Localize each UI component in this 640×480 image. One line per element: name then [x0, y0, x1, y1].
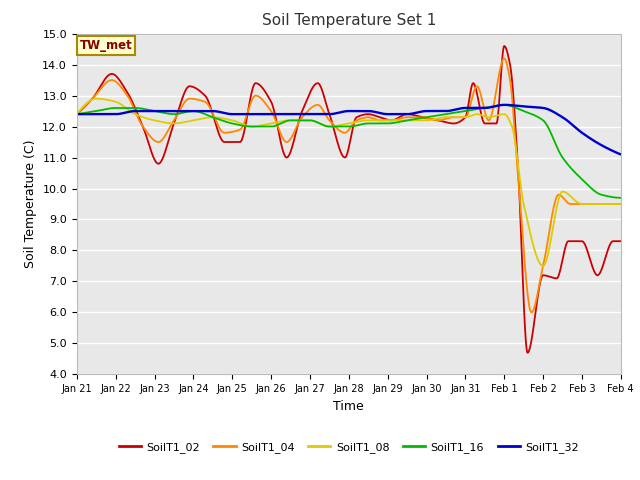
- Title: Soil Temperature Set 1: Soil Temperature Set 1: [262, 13, 436, 28]
- SoilT1_02: [617, 238, 625, 244]
- SoilT1_08: [602, 201, 609, 207]
- SoilT1_32: [323, 111, 331, 117]
- SoilT1_16: [73, 111, 81, 117]
- SoilT1_02: [524, 350, 531, 356]
- SoilT1_16: [337, 124, 345, 130]
- SoilT1_16: [602, 193, 609, 199]
- X-axis label: Time: Time: [333, 400, 364, 413]
- Line: SoilT1_04: SoilT1_04: [77, 59, 621, 312]
- SoilT1_02: [602, 254, 609, 260]
- SoilT1_16: [323, 123, 331, 129]
- SoilT1_04: [323, 114, 331, 120]
- SoilT1_04: [617, 201, 625, 207]
- SoilT1_16: [601, 193, 609, 199]
- SoilT1_16: [502, 102, 509, 108]
- SoilT1_04: [100, 81, 108, 87]
- Y-axis label: Soil Temperature (C): Soil Temperature (C): [24, 140, 36, 268]
- SoilT1_16: [100, 107, 108, 112]
- SoilT1_04: [602, 201, 609, 207]
- Text: TW_met: TW_met: [79, 39, 132, 52]
- SoilT1_08: [73, 111, 81, 117]
- SoilT1_08: [617, 201, 625, 207]
- SoilT1_08: [93, 96, 100, 102]
- SoilT1_32: [500, 102, 508, 108]
- SoilT1_04: [528, 310, 536, 315]
- SoilT1_02: [602, 255, 609, 261]
- SoilT1_08: [602, 201, 609, 207]
- SoilT1_16: [617, 195, 625, 201]
- SoilT1_08: [101, 96, 109, 102]
- SoilT1_32: [73, 111, 81, 117]
- SoilT1_02: [502, 44, 509, 50]
- SoilT1_04: [602, 201, 609, 207]
- SoilT1_08: [502, 112, 509, 118]
- SoilT1_32: [502, 102, 509, 108]
- Line: SoilT1_02: SoilT1_02: [77, 46, 621, 353]
- SoilT1_32: [602, 144, 609, 150]
- SoilT1_02: [337, 151, 345, 156]
- SoilT1_32: [337, 109, 345, 115]
- SoilT1_32: [601, 144, 609, 150]
- SoilT1_02: [73, 111, 81, 117]
- SoilT1_08: [323, 123, 331, 129]
- SoilT1_04: [500, 56, 508, 61]
- SoilT1_32: [100, 111, 108, 117]
- SoilT1_16: [500, 102, 508, 108]
- Line: SoilT1_08: SoilT1_08: [77, 99, 621, 266]
- SoilT1_04: [73, 111, 81, 117]
- SoilT1_04: [502, 57, 509, 62]
- SoilT1_32: [617, 152, 625, 157]
- SoilT1_08: [338, 122, 346, 128]
- SoilT1_02: [500, 43, 508, 49]
- Line: SoilT1_16: SoilT1_16: [77, 105, 621, 198]
- SoilT1_08: [539, 263, 547, 269]
- Line: SoilT1_32: SoilT1_32: [77, 105, 621, 155]
- SoilT1_04: [337, 129, 345, 134]
- SoilT1_02: [100, 77, 108, 83]
- Legend: SoilT1_02, SoilT1_04, SoilT1_08, SoilT1_16, SoilT1_32: SoilT1_02, SoilT1_04, SoilT1_08, SoilT1_…: [115, 438, 583, 458]
- SoilT1_02: [323, 104, 331, 109]
